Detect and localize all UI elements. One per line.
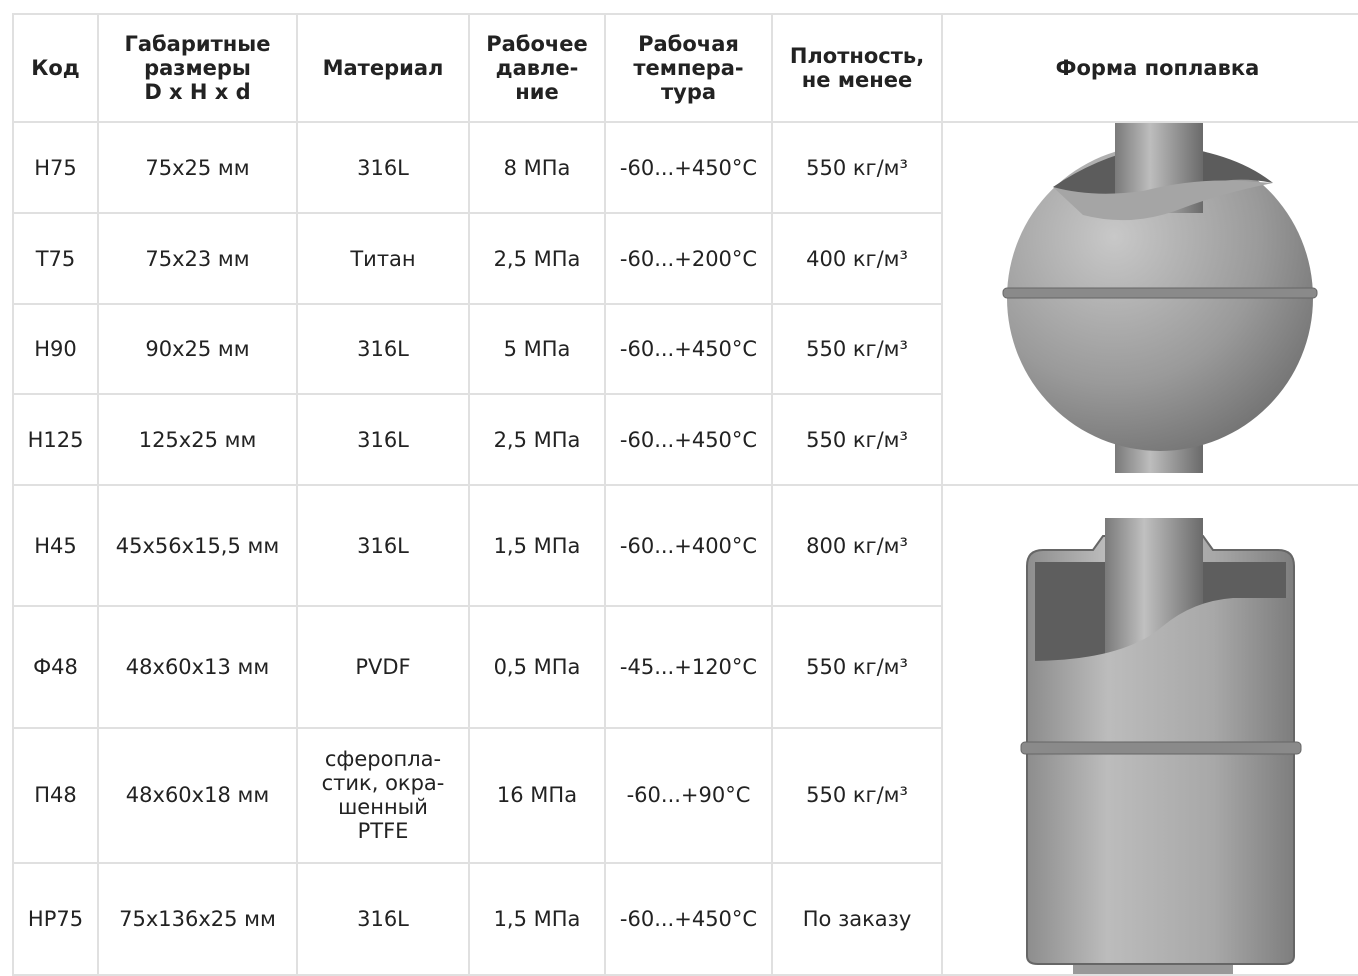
table-cell: 1,5 МПа [468, 861, 606, 976]
table-body: Н75 75х25 мм 316L 8 МПа -60...+450°С 550 кг/м… [12, 121, 1358, 976]
table-cell: 45х56х15,5 мм [97, 483, 298, 608]
header-cell: Габаритные размеры D x H x d [97, 13, 298, 123]
table-cell: Н45 [12, 483, 99, 608]
header-cell: Рабочая темпера- тура [604, 13, 773, 123]
table-cell: 75х136х25 мм [97, 861, 298, 976]
table-cell: Титан [296, 212, 470, 305]
table-cell: -60...+450°С [604, 393, 773, 486]
table-cell: -60...+450°С [604, 861, 773, 976]
table-cell: сферопла- стик, окра- шенный PTFE [296, 726, 470, 864]
table-row: Н75 75х25 мм 316L 8 МПа -60...+450°С 550 кг/м… [12, 121, 1358, 486]
table-cell: 550 кг/м³ [771, 726, 943, 864]
table-cell: 316L [296, 121, 470, 214]
table-cell: 8 МПа [468, 121, 606, 214]
table-cell: 550 кг/м³ [771, 605, 943, 729]
float-table: Код Габаритные размеры D x H x d Материал Р… [12, 13, 1358, 976]
table-cell: 5 МПа [468, 303, 606, 395]
table-cell: 550 кг/м³ [771, 393, 943, 486]
table-cell: 550 кг/м³ [771, 303, 943, 395]
table-cell: 48х60х13 мм [97, 605, 298, 729]
table-cell: 2,5 МПа [468, 393, 606, 486]
table-cell: -60...+450°С [604, 121, 773, 214]
table-cell: 2,5 МПа [468, 212, 606, 305]
table-cell: 0,5 МПа [468, 605, 606, 729]
table-cell: -60...+200°С [604, 212, 773, 305]
table-cell: Т75 [12, 212, 99, 305]
table-cell: 316L [296, 483, 470, 608]
sphere-float-image [1002, 123, 1318, 473]
table-cell: 75х25 мм [97, 121, 298, 214]
table-cell: 48х60х18 мм [97, 726, 298, 864]
table-cell: 400 кг/м³ [771, 212, 943, 305]
table-cell: 75х23 мм [97, 212, 298, 305]
cylinder-float-image [1020, 518, 1302, 974]
table-cell: 125х25 мм [97, 393, 298, 486]
table-row: Н125 125х25 мм 316L 2,5 МПа -60...+450°С 550 … [12, 393, 1358, 486]
header-cell: Форма поплавка [941, 13, 1358, 123]
header-cell: Плотность, не менее [771, 13, 943, 123]
image-cell [941, 484, 1358, 976]
table-cell: 90х25 мм [97, 303, 298, 395]
table-cell: Н90 [12, 303, 99, 395]
header-cell: Рабочее давле- ние [468, 13, 606, 123]
table-cell: -60...+400°С [604, 483, 773, 608]
table-cell: 316L [296, 303, 470, 395]
table-cell: 316L [296, 393, 470, 486]
table-row: Т75 75х23 мм Титан 2,5 МПа -60...+200°С 400 к… [12, 212, 1358, 305]
table-cell: -60...+90°С [604, 726, 773, 864]
header-row: Код Габаритные размеры D x H x d Материал Р… [12, 13, 1358, 123]
header-cell: Код [12, 13, 99, 123]
table-cell: 550 кг/м³ [771, 121, 943, 214]
table-cell: -45...+120°С [604, 605, 773, 729]
header-cell: Материал [296, 13, 470, 123]
table-row: Н90 90х25 мм 316L 5 МПа -60...+450°С 550 кг/м… [12, 303, 1358, 395]
table-cell: НР75 [12, 861, 99, 976]
table-cell: П48 [12, 726, 99, 864]
table-cell: 1,5 МПа [468, 483, 606, 608]
table-row: НР75 75х136х25 мм 316L 1,5 МПа -60...+450°С П… [12, 861, 1358, 976]
table-cell: PVDF [296, 605, 470, 729]
table-cell: По заказу [771, 861, 943, 976]
table-row: Ф48 48х60х13 мм PVDF 0,5 МПа -45...+120°С 550… [12, 605, 1358, 729]
table-cell: Н125 [12, 393, 99, 486]
table-cell: 800 кг/м³ [771, 483, 943, 608]
table-row: Н45 45х56х15,5 мм 316L 1,5 МПа -60...+400°С 8… [12, 483, 1358, 976]
image-cell [941, 121, 1358, 486]
table-cell: 316L [296, 861, 470, 976]
table-cell: Н75 [12, 121, 99, 214]
table-cell: 16 МПа [468, 726, 606, 864]
table-row: П48 48х60х18 мм сферопла- стик, окра- шенн… [12, 726, 1358, 864]
table-cell: -60...+450°С [604, 303, 773, 395]
table-cell: Ф48 [12, 605, 99, 729]
